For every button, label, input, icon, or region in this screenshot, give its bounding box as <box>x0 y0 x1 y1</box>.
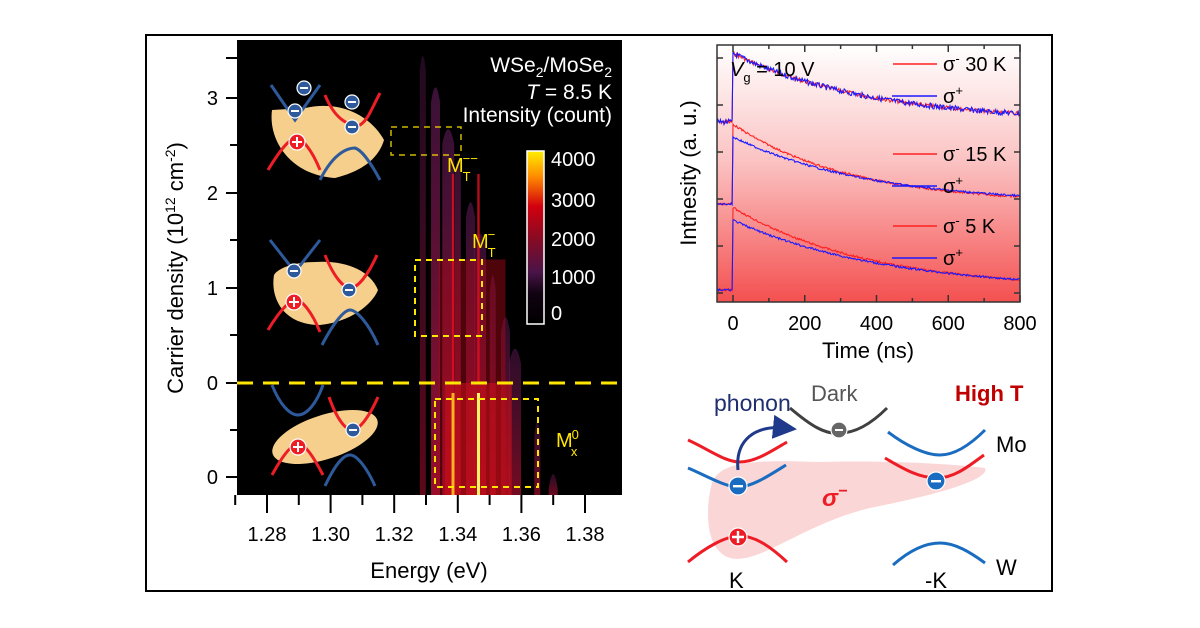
legend-label: σ- 15 K <box>943 141 1007 166</box>
minus-k-w-band <box>892 541 986 567</box>
peak-box-mt- <box>414 259 483 337</box>
figure-frame <box>145 34 1053 592</box>
x-tick-label: 800 <box>1003 313 1036 335</box>
x-tick-label: 1.36 <box>502 524 541 546</box>
colorbar-tick: 0 <box>551 303 562 325</box>
heatmap-y-axis: 3 2 1 0 0 <box>207 57 237 489</box>
decay-x-axis: 0 200 400 600 800 <box>717 45 1037 335</box>
peak-box-mx0 <box>434 398 539 488</box>
mo-label: Mo <box>996 432 1027 457</box>
y-tick-label: 0 <box>207 373 218 395</box>
x-tick-label: 0 <box>727 313 738 335</box>
w-label: W <box>996 555 1017 580</box>
heatmap-line <box>477 174 480 383</box>
minus-k-label: -K <box>925 568 947 593</box>
x-tick-label: 1.38 <box>566 524 605 546</box>
x-tick-label: 200 <box>788 313 821 335</box>
y-axis-label: Carrier density (1012 cm-2) <box>162 142 188 394</box>
sigma-minus-label: σ− <box>822 483 847 512</box>
peak-box-mt-- <box>390 126 462 156</box>
colorbar <box>526 150 545 325</box>
k-label: K <box>729 568 744 593</box>
heatmap-streak <box>548 474 558 495</box>
sample-label: WSe2/MoSe2 <box>490 54 612 80</box>
heatmap-bright-line <box>476 393 480 495</box>
high-t-label: High T <box>955 381 1024 406</box>
x-tick-label: 1.28 <box>248 524 287 546</box>
peak-boxes <box>390 126 539 488</box>
valence-band-mo <box>320 308 380 346</box>
minus-k-mo-band-blue <box>887 428 987 457</box>
conduction-band-w <box>269 84 322 123</box>
heatmap-bright-line <box>451 393 455 495</box>
y-axis-label: Intnesity (a. u.) <box>676 100 701 246</box>
phonon-scatter-arrow-icon <box>736 414 797 471</box>
x-tick-label: 600 <box>932 313 965 335</box>
legend-label: σ- 5 K <box>943 213 996 238</box>
decay-series-line <box>717 207 1020 293</box>
colorbar-tick: 1000 <box>551 267 596 289</box>
heatmap-panel: 4000 3000 2000 1000 0 WSe2/MoSe2 T = 8.5… <box>162 40 622 583</box>
x-axis-label: Energy (eV) <box>370 558 487 583</box>
k-mo-band-red <box>687 438 788 464</box>
peak-label-mx0: M0 x <box>556 427 579 459</box>
x-tick-label: 1.34 <box>438 524 477 546</box>
y-tick-label: 1 <box>207 278 218 300</box>
band-schematic-mid-density <box>266 239 380 346</box>
colorbar-title: Intensity (count) <box>463 104 612 127</box>
colorbar-ticks: 4000 3000 2000 1000 0 <box>551 149 596 325</box>
decay-plot-background <box>717 45 1020 302</box>
colorbar-tick: 3000 <box>551 190 596 212</box>
valence-band-mo <box>323 453 377 487</box>
colorbar-tick: 4000 <box>551 149 596 171</box>
dark-label: Dark <box>811 381 858 406</box>
heatmap-streak <box>419 56 426 495</box>
heatmap-x-axis: 1.28 1.30 1.32 1.34 1.36 1.38 <box>234 495 605 546</box>
legend-label: σ+ <box>943 173 963 198</box>
valley-schematic: phonon Dark High T K Mo -K W σ− <box>687 381 1027 593</box>
decay-series-line <box>717 219 1020 292</box>
peak-label-mt-double: MT−− <box>447 151 478 184</box>
legend-label: σ+ <box>943 83 963 108</box>
valence-band-mo <box>318 146 382 181</box>
heatmap-peaks <box>419 56 558 495</box>
x-tick-label: 400 <box>860 313 893 335</box>
peak-label-mt: MT− <box>472 227 496 260</box>
heatmap-streak <box>509 348 522 495</box>
heatmap-streak <box>431 87 441 495</box>
legend-label: σ- 30 K <box>943 51 1007 76</box>
decay-plot-frame <box>716 44 1021 303</box>
temperature-label: T = 8.5 K <box>526 81 612 104</box>
decay-legend: σ- 30 K σ+ σ- 15 K σ+ σ- 5 K σ+ <box>892 51 1007 270</box>
conduction-band-mo <box>323 92 382 127</box>
y-tick-label: 3 <box>207 88 218 110</box>
conduction-band-w <box>270 384 325 417</box>
band-schematic-high-density <box>266 80 384 181</box>
decay-series <box>717 51 1020 293</box>
phonon-label: phonon <box>714 390 791 416</box>
y-tick-label: 2 <box>207 183 218 205</box>
decay-plot-panel: 0 200 400 600 800 Vg = 10 V σ- 30 K σ+ σ- 15 K… <box>676 44 1037 363</box>
sigma-minus-region <box>707 461 986 559</box>
decay-series-line <box>717 135 1020 207</box>
band-schematic-zero-density <box>270 384 380 487</box>
x-tick-label: 1.30 <box>311 524 350 546</box>
y-tick-label: 0 <box>207 467 218 489</box>
legend-label: σ+ <box>943 245 963 270</box>
decay-series-line <box>717 51 1020 127</box>
gate-voltage-label: Vg = 10 V <box>730 59 815 85</box>
heatmap-line <box>451 174 455 383</box>
colorbar-tick: 2000 <box>551 229 596 251</box>
x-axis-label: Time (ns) <box>822 338 914 363</box>
x-tick-label: 1.32 <box>375 524 414 546</box>
